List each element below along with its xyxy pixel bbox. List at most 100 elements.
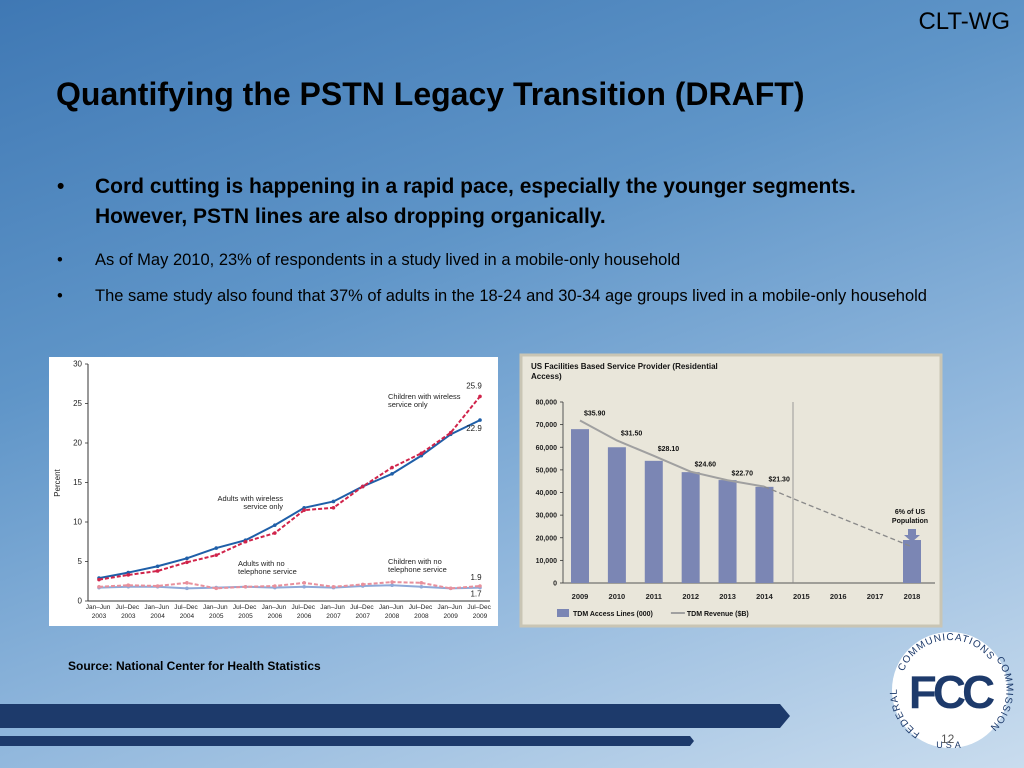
chart-title: US Facilities Based Service Provider (Re… <box>531 362 718 381</box>
point <box>155 584 160 588</box>
value-label: $24.60 <box>695 462 717 469</box>
x-tick-label: 2009 <box>572 592 589 601</box>
annotation-arrow <box>904 529 920 542</box>
point <box>97 584 101 589</box>
y-tick-label: 10,000 <box>536 558 558 565</box>
point <box>273 584 277 588</box>
point <box>126 583 131 587</box>
x-tick-label: 2015 <box>793 592 810 601</box>
point <box>273 531 277 535</box>
revenue-projection <box>764 486 913 548</box>
bar <box>681 472 700 583</box>
legend-label: TDM Access Lines (000) <box>573 611 653 618</box>
bar <box>718 480 737 583</box>
x-tick-label: Jan–Jun 2007 <box>320 604 346 620</box>
series-annotation: Adults with no telephone service <box>238 559 297 576</box>
x-tick-label: Jul–Dec 2004 <box>174 604 199 620</box>
series-line <box>98 419 481 580</box>
point <box>331 584 336 589</box>
point <box>126 573 131 577</box>
point <box>302 508 306 512</box>
bar <box>644 460 663 583</box>
series-annotation: Adults with wireless service only <box>217 494 283 511</box>
bar <box>571 429 589 583</box>
series-annotation: Children with no telephone service <box>388 557 447 574</box>
legend-label: TDM Revenue ($B) <box>687 611 749 618</box>
footer-stripe-thin <box>0 736 694 746</box>
source: Source: National Center for Health Stati… <box>68 659 321 673</box>
end-value-label: 25.9 <box>466 381 482 390</box>
y-tick-label: 0 <box>553 581 557 588</box>
point <box>360 484 365 489</box>
y-tick-label: 80,000 <box>536 400 558 407</box>
revenue-line <box>579 419 765 488</box>
bar <box>755 486 774 583</box>
x-tick-label: 2017 <box>867 592 884 601</box>
x-tick-label: Jul–Dec 2008 <box>409 604 434 620</box>
point <box>331 499 336 504</box>
series-line <box>98 581 481 590</box>
logo-center: FCC <box>909 666 994 718</box>
x-tick-label: 2013 <box>719 592 736 601</box>
x-tick-label: Jul–Dec 2003 <box>116 604 141 620</box>
point <box>243 584 248 589</box>
y-axis-label: Percent <box>53 468 62 496</box>
x-tick-label: Jan–Jun 2003 <box>86 604 112 620</box>
value-label: $31.50 <box>621 430 643 437</box>
x-tick-label: Jul–Dec 2009 <box>467 604 492 620</box>
x-tick-label: 2011 <box>646 592 662 601</box>
left-chart-panel <box>49 357 498 626</box>
bar <box>903 540 921 583</box>
x-tick-label: Jul–Dec 2005 <box>233 604 258 620</box>
point <box>331 505 336 510</box>
bullet: The same study also found that 37% of ad… <box>57 284 945 308</box>
end-value-label: 1.9 <box>470 573 482 582</box>
point <box>419 581 424 585</box>
point <box>302 581 306 585</box>
point <box>419 451 424 456</box>
slide-title: Quantifying the PSTN Legacy Transition (… <box>56 76 805 112</box>
y-tick-label: 5 <box>78 557 83 566</box>
legend-swatch <box>557 609 569 617</box>
point <box>360 582 365 587</box>
header: CLT-WG <box>918 8 1010 35</box>
point <box>155 569 160 573</box>
point <box>155 564 160 569</box>
y-tick-label: 60,000 <box>536 445 558 452</box>
y-tick-label: 0 <box>78 597 83 606</box>
point <box>185 560 189 565</box>
y-tick-label: 70,000 <box>536 422 558 429</box>
x-tick-label: Jan–Jun 2008 <box>379 604 405 620</box>
point <box>214 586 219 591</box>
logo-disc <box>892 632 1008 748</box>
value-label: $22.70 <box>732 470 754 477</box>
series-line <box>98 395 481 581</box>
x-tick-label: Jul–Dec 2006 <box>292 604 317 620</box>
point <box>273 523 277 527</box>
x-tick-label: Jul–Dec 2007 <box>350 604 375 620</box>
point <box>419 584 424 589</box>
x-tick-label: Jan–Jun 2004 <box>144 604 170 620</box>
point <box>390 465 394 470</box>
point <box>390 583 394 587</box>
point <box>390 472 394 476</box>
point <box>478 418 482 422</box>
x-tick-label: Jan–Jun 2005 <box>203 604 229 620</box>
end-value-label: 22.9 <box>466 424 482 433</box>
footer-stripe <box>0 704 790 728</box>
value-label: $21.30 <box>768 477 790 484</box>
logo-bottom: USA <box>936 740 964 750</box>
bar <box>607 447 626 583</box>
x-tick-label: Jan–Jun 2006 <box>262 604 288 620</box>
point <box>478 584 482 588</box>
point <box>448 586 453 591</box>
y-tick-label: 50,000 <box>536 467 558 474</box>
x-tick-label: 2012 <box>682 592 699 601</box>
point <box>390 580 394 584</box>
value-label: $35.90 <box>584 411 606 418</box>
point <box>478 394 482 399</box>
x-tick-label: 2016 <box>830 592 847 601</box>
bullet: As of May 2010, 23% of respondents in a … <box>57 248 945 272</box>
